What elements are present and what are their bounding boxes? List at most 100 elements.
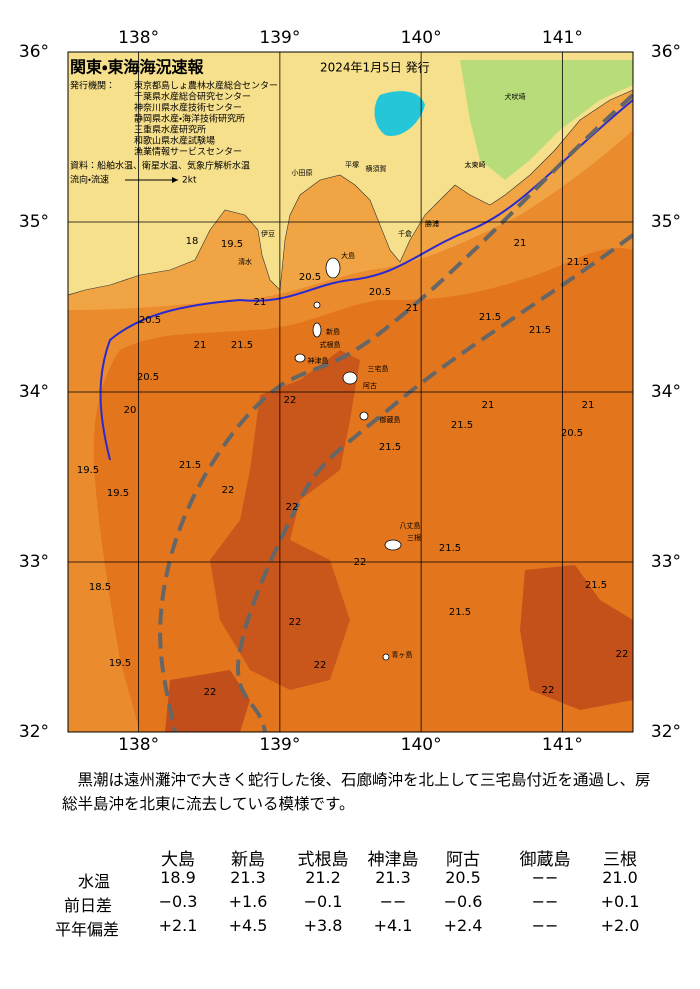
place-name: 伊豆	[261, 229, 275, 238]
contour-label: 21	[194, 340, 207, 351]
flow-label: 流向・流速	[70, 174, 109, 186]
island	[359, 411, 369, 421]
agency: 東京都島しょ農林水産総合センター	[134, 80, 278, 92]
map: 18 19.5 20.5 21 20.5 21 21.5 20.5 22 21.5 22 22 22 22…	[19, 28, 681, 755]
place-name: 青ヶ島	[392, 650, 413, 659]
contour-label: 22	[314, 660, 327, 671]
place-name: 阿古	[363, 381, 377, 390]
flow-scale-arrowhead	[172, 177, 178, 183]
contour-label: 18	[186, 236, 199, 247]
island	[312, 322, 322, 338]
place-name: 式根島	[320, 340, 341, 349]
contour-label: 21.5	[567, 257, 589, 268]
contour-label: 21.5	[439, 543, 461, 554]
table-cell: 21.3	[375, 868, 411, 887]
table-cell: −−	[379, 892, 407, 911]
island	[382, 653, 390, 661]
lat-label: 35°	[19, 212, 49, 232]
issue-date: 2024年1月5日 発行	[320, 61, 430, 75]
lon-label: 139°	[259, 28, 300, 48]
kuroshio-edge	[236, 233, 633, 732]
contour-label: 20.5	[299, 272, 321, 283]
contour-label: 21	[582, 400, 595, 411]
agency: 千葉県水産総合研究センター	[134, 91, 251, 103]
contour-label: 19.5	[221, 239, 243, 250]
contour-label: 22	[284, 395, 297, 406]
island	[294, 353, 306, 363]
contour-label: 19.5	[109, 658, 131, 669]
contour-label: 20.5	[561, 428, 583, 439]
row-label: 水温	[78, 872, 111, 891]
column-header: 御蔵島	[519, 850, 571, 870]
contour-label: 22	[616, 649, 629, 660]
column-header: 式根島	[297, 850, 349, 870]
place-name: 小田原	[292, 168, 313, 177]
place-name: 八丈島	[400, 521, 421, 530]
column-header: 阿古	[446, 850, 480, 870]
place-name: 神津島	[308, 356, 329, 365]
table-cell: +4.5	[228, 916, 268, 935]
place-name: 御蔵島	[380, 415, 401, 424]
agency: 和歌山県水産試験場	[134, 135, 215, 147]
table-cell: +3.8	[303, 916, 343, 935]
contour-label: 22	[542, 685, 555, 696]
table-cell: +4.1	[373, 916, 413, 935]
agency: 静岡県水産・海洋技術研究所	[134, 113, 245, 125]
place-name: 千倉	[398, 229, 412, 238]
place-name: 三根	[407, 533, 421, 542]
table-cell: −0.3	[158, 892, 198, 911]
contour-label: 21.5	[479, 312, 501, 323]
contour-label: 21.5	[231, 340, 253, 351]
contour-label: 22	[204, 687, 217, 698]
table-cell: −0.6	[443, 892, 483, 911]
contour-label: 20	[124, 405, 137, 416]
land-relief	[460, 60, 633, 180]
title: 関東・東海海況速報	[70, 58, 204, 77]
contour-label: 21.5	[379, 442, 401, 453]
row-label: 前日差	[64, 896, 113, 915]
lon-label: 138°	[118, 28, 159, 48]
table-cell: +0.1	[600, 892, 640, 911]
agency: 三重県水産研究所	[134, 124, 206, 136]
graticule	[68, 52, 633, 732]
contour-label: 18.5	[89, 582, 111, 593]
table-cell: +2.1	[158, 916, 198, 935]
lat-label: 35°	[651, 212, 681, 232]
column-header: 大島	[161, 850, 195, 870]
table-cell: −−	[531, 916, 559, 935]
table-cell: −−	[531, 892, 559, 911]
contour-label: 22	[289, 617, 302, 628]
isotherm	[99, 99, 633, 461]
contour-label: 20.5	[369, 287, 391, 298]
place-name: 太東崎	[465, 160, 486, 169]
contour-label: 20.5	[139, 315, 161, 326]
lat-label: 34°	[651, 382, 681, 402]
place-name: 犬吠埼	[505, 92, 526, 101]
island	[384, 539, 402, 551]
island	[342, 371, 358, 385]
table-cell: 21.3	[230, 868, 266, 887]
bay	[374, 91, 425, 136]
map-frame	[67, 51, 634, 733]
agency: 神奈川県水産技術センター	[134, 102, 242, 114]
issuer-label: 発行機関：	[70, 80, 115, 92]
contour-label: 21.5	[585, 580, 607, 591]
table-cell: +2.4	[443, 916, 483, 935]
lat-label: 34°	[19, 382, 49, 402]
agency: 漁業情報サービスセンター	[134, 146, 242, 158]
island	[313, 301, 321, 309]
contour-label: 21.5	[451, 420, 473, 431]
lat-label: 32°	[19, 722, 49, 742]
table-cell: 18.9	[160, 868, 196, 887]
contour-label: 21	[254, 297, 267, 308]
island	[325, 257, 341, 279]
lat-label: 36°	[19, 42, 49, 62]
contour-label: 21	[482, 400, 495, 411]
column-header: 神津島	[367, 850, 419, 870]
warm-core	[520, 565, 633, 710]
place-name: 大島	[341, 251, 355, 260]
row-label: 平年偏差	[55, 920, 120, 939]
